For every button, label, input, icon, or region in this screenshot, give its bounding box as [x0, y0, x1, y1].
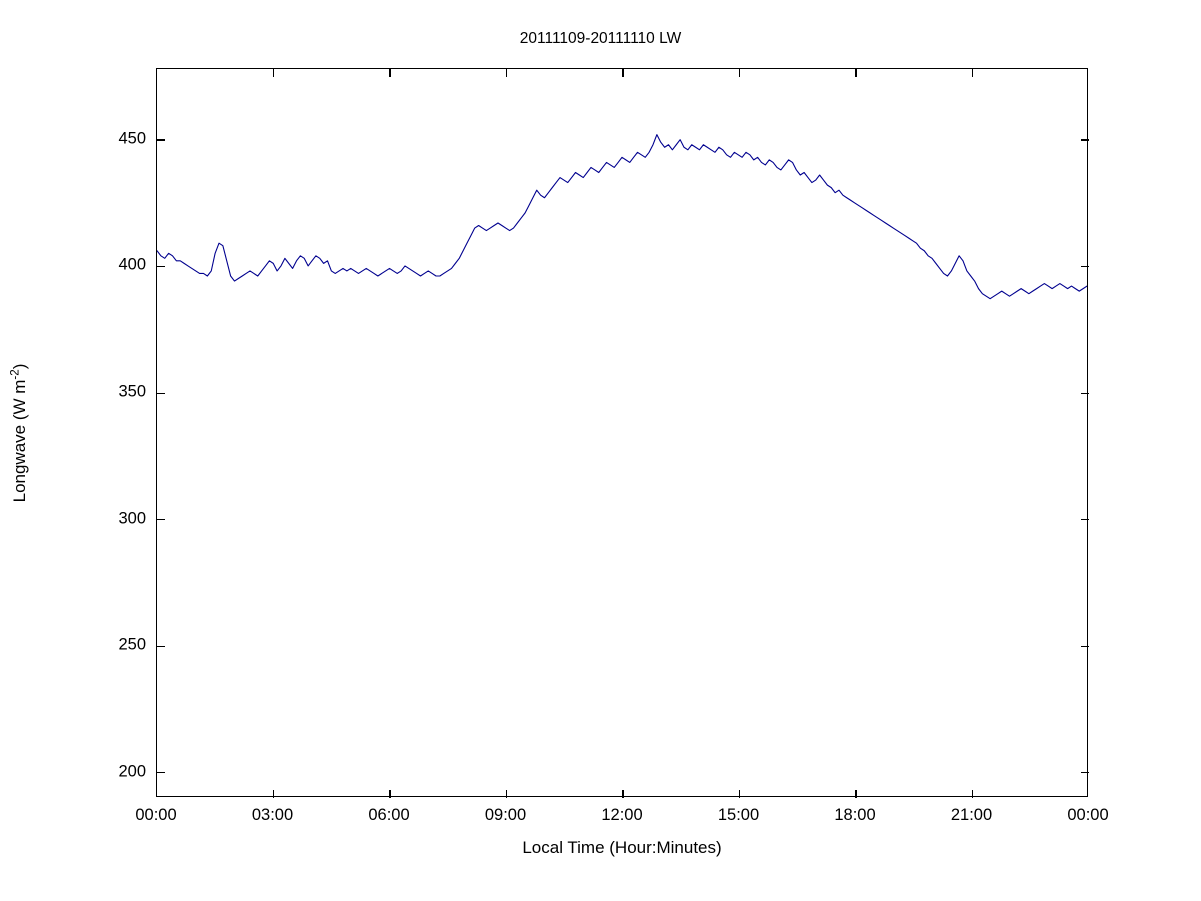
y-axis-tick-mark — [157, 519, 165, 521]
x-axis-tick-mark — [389, 790, 391, 798]
y-axis-tick-mark — [157, 265, 165, 268]
y-axis-tick-mark — [1081, 139, 1089, 141]
y-axis-label-container: Longwave (W m-2) — [0, 68, 40, 797]
x-tick-label: 12:00 — [601, 806, 643, 824]
x-tick-label: 00:00 — [135, 806, 177, 824]
y-tick-label: 200 — [118, 762, 146, 781]
y-tick-label: 350 — [118, 382, 146, 401]
y-axis-tick-mark — [157, 392, 165, 394]
x-axis-tick-mark — [738, 790, 741, 798]
x-axis-tick-mark — [738, 69, 741, 77]
x-axis-tick-mark — [272, 790, 275, 798]
y-axis-label-text: Longwave (W m — [10, 379, 29, 502]
y-axis-label-tail: ) — [10, 363, 29, 369]
y-tick-label: 400 — [118, 255, 146, 274]
x-axis-tick-mark — [272, 69, 275, 77]
y-axis-tick-mark — [1081, 772, 1089, 774]
y-axis-tick-mark — [157, 139, 165, 141]
y-axis-tick-labels: 200 250 300 350 400 450 — [78, 68, 146, 797]
y-axis-tick-mark — [1081, 519, 1089, 521]
x-axis-tick-mark — [971, 69, 974, 77]
x-tick-label: 00:00 — [1067, 806, 1109, 824]
x-axis-tick-mark — [855, 69, 857, 77]
y-axis-label: Longwave (W m-2) — [9, 363, 30, 502]
y-axis-tick-mark — [1081, 392, 1089, 394]
x-tick-label: 18:00 — [834, 806, 876, 824]
y-tick-label: 450 — [118, 129, 146, 148]
y-axis-tick-mark — [157, 645, 165, 647]
page-title: 20111109-20111110 LW — [519, 30, 682, 47]
longwave-series-line — [157, 134, 1087, 300]
x-tick-label: 09:00 — [484, 806, 527, 824]
x-axis-tick-mark — [971, 790, 974, 798]
x-axis-tick-mark — [505, 790, 508, 798]
x-tick-label: 06:00 — [368, 806, 410, 824]
y-axis-tick-mark — [157, 772, 165, 774]
x-axis-tick-mark — [622, 790, 624, 798]
x-tick-label: 15:00 — [717, 806, 760, 824]
x-axis-tick-mark — [855, 790, 857, 798]
y-axis-tick-mark — [1081, 265, 1089, 268]
x-tick-label: 03:00 — [251, 806, 294, 824]
data-series-svg — [157, 134, 1087, 300]
x-axis-tick-mark — [389, 69, 391, 77]
x-tick-label: 21:00 — [950, 806, 993, 824]
y-axis-tick-mark — [1081, 645, 1089, 647]
y-tick-label: 300 — [118, 509, 146, 528]
y-axis-label-exponent: -2 — [9, 368, 22, 380]
x-axis-tick-mark — [622, 69, 624, 77]
plot-area — [156, 68, 1089, 798]
x-axis-tick-mark — [505, 69, 508, 77]
x-axis-tick-labels: 00:00 03:00 06:00 09:00 12:00 15:00 18:00 21:00… — [135, 806, 1108, 832]
x-axis-label: Local Time (Hour:Minutes) — [522, 838, 722, 857]
y-tick-label: 250 — [118, 635, 146, 654]
